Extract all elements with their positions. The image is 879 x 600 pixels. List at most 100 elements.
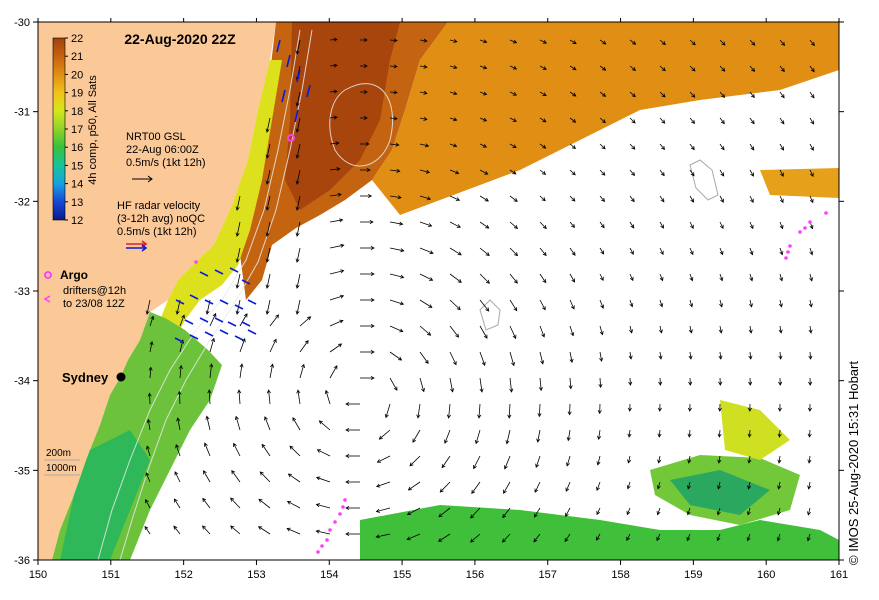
- gsl-vector-head: [658, 381, 663, 386]
- gsl-vector-head: [631, 67, 637, 71]
- gsl-vector: [689, 247, 694, 255]
- gsl-vector: [569, 273, 575, 283]
- hf-vector: [189, 294, 199, 300]
- gsl-vector-head: [485, 252, 490, 256]
- gsl-vector-head: [719, 250, 724, 256]
- gsl-vector-head: [571, 197, 576, 202]
- gsl-vector-head: [806, 537, 811, 542]
- gsl-vector: [269, 314, 279, 327]
- y-tick-label: -36: [14, 555, 30, 567]
- gsl-vector-head: [512, 144, 517, 149]
- gsl-vector: [719, 221, 724, 229]
- gsl-vector-head: [503, 489, 507, 494]
- gsl-vector: [231, 470, 241, 483]
- gsl-vector: [329, 116, 338, 119]
- colorbar-tick-label: 17: [71, 124, 83, 136]
- gsl-vector: [719, 325, 722, 333]
- gsl-vector-head: [272, 338, 277, 343]
- gsl-vector-head: [626, 485, 631, 490]
- gsl-vector-head: [807, 433, 812, 438]
- gsl-vector-head: [399, 221, 404, 226]
- gsl-vector-head: [659, 250, 664, 256]
- gsl-vector: [479, 169, 488, 175]
- gsl-vector-head: [175, 444, 180, 449]
- gsl-vector: [449, 351, 457, 365]
- colorbar-tick-label: 14: [71, 179, 83, 191]
- gsl-vector: [149, 316, 154, 327]
- gsl-vector: [809, 299, 812, 307]
- gsl-vector-head: [626, 536, 630, 541]
- gsl-vector-head: [485, 279, 490, 284]
- gsl-vector-head: [779, 224, 784, 230]
- gsl-vector-head: [339, 218, 344, 223]
- gsl-vector: [266, 247, 271, 263]
- gsl-vector: [539, 247, 547, 256]
- gsl-vector-head: [536, 438, 541, 443]
- gsl-vector-head: [747, 459, 752, 464]
- gsl-vector: [809, 143, 814, 151]
- gsl-vector: [376, 481, 391, 487]
- gsl-vector-head: [596, 461, 601, 466]
- gsl-vector-head: [780, 172, 784, 177]
- gsl-time: 22-Aug 06:00Z: [126, 144, 199, 156]
- gsl-vector: [599, 117, 606, 123]
- gsl-vector: [629, 169, 635, 176]
- gsl-vector: [419, 247, 434, 254]
- gsl-vector: [419, 325, 431, 336]
- gsl-vector-head: [720, 172, 725, 177]
- gsl-vector: [209, 313, 217, 327]
- gsl-vector-head: [393, 90, 398, 95]
- gsl-vector: [509, 91, 517, 96]
- gsl-vector-head: [318, 420, 323, 425]
- gsl-vector: [329, 64, 338, 67]
- hf-vector: [229, 267, 239, 273]
- gsl-vector: [779, 169, 784, 177]
- gsl-vector: [749, 247, 753, 255]
- gsl-vector: [236, 195, 241, 211]
- gsl-vector-head: [717, 433, 722, 438]
- gsl-vector-head: [363, 63, 368, 69]
- gsl-vector-head: [512, 92, 518, 96]
- gsl-vector-head: [339, 319, 344, 324]
- gsl-vector-head: [407, 486, 412, 491]
- gsl-vector-head: [145, 498, 149, 504]
- gsl-vector-head: [656, 511, 661, 516]
- gsl-vector-head: [660, 224, 664, 229]
- gsl-vector-head: [427, 331, 432, 336]
- gsl-vector-head: [423, 64, 428, 69]
- gsl-vector: [719, 91, 725, 98]
- gsl-vector-head: [457, 279, 462, 283]
- gsl-vector: [473, 455, 481, 469]
- gsl-scale: 0.5m/s (1kt 12h): [126, 157, 205, 169]
- gsl-vector: [266, 169, 271, 185]
- x-tick-label: 160: [757, 569, 775, 581]
- gsl-vector-head: [365, 141, 370, 147]
- gsl-vector-head: [286, 500, 292, 505]
- gsl-vector-head: [307, 316, 312, 321]
- gsl-vector-head: [485, 224, 490, 229]
- gsl-vector-head: [570, 332, 575, 337]
- gsl-vector: [299, 316, 311, 327]
- gsl-vector: [533, 533, 541, 543]
- gsl-vector-head: [202, 497, 207, 502]
- gsl-vector-head: [751, 67, 756, 72]
- gsl-vector: [596, 481, 601, 491]
- gsl-vector-head: [367, 193, 373, 199]
- gsl-vector-head: [630, 250, 634, 255]
- gsl-vector-head: [259, 471, 264, 476]
- gsl-vector: [147, 419, 151, 431]
- gsl-vector: [259, 471, 271, 483]
- gsl-vector-head: [571, 145, 577, 150]
- gsl-vector-head: [286, 527, 291, 532]
- gsl-vector-head: [176, 417, 181, 422]
- x-tick-label: 151: [102, 569, 120, 581]
- gsl-vector: [479, 273, 490, 284]
- gsl-vector: [749, 39, 756, 46]
- gsl-vector: [539, 91, 547, 96]
- gsl-vector-head: [631, 119, 636, 124]
- gsl-vector: [329, 193, 342, 197]
- gsl-vector: [748, 455, 751, 463]
- gsl-vector-head: [776, 511, 781, 516]
- gsl-vector-head: [340, 269, 345, 274]
- gsl-vector: [479, 65, 487, 69]
